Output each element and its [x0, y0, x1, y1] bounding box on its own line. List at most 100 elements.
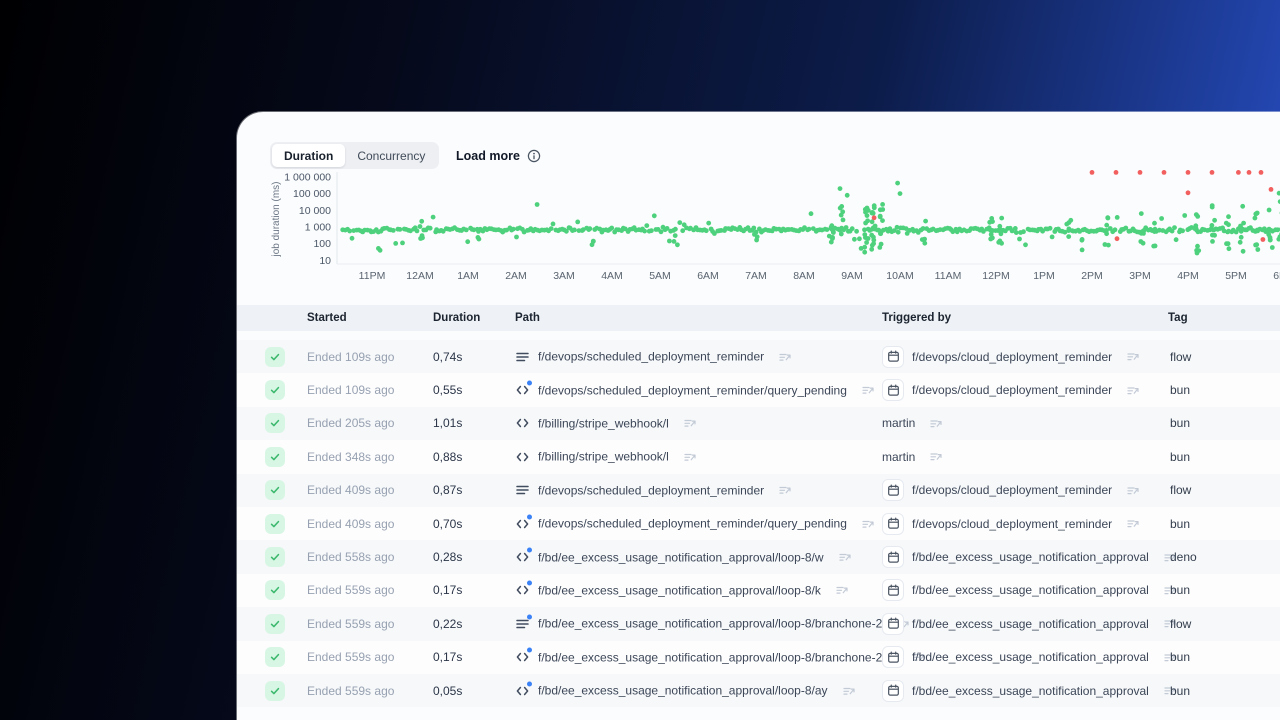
triggered-by-value[interactable]: f/bd/ee_excess_usage_notification_approv… — [912, 616, 1149, 631]
path-link[interactable]: f/bd/ee_excess_usage_notification_approv… — [538, 550, 824, 565]
duration-cell: 0,88s — [433, 449, 463, 464]
success-check-icon — [265, 480, 285, 501]
table-row[interactable]: Ended 205s ago 1,01s f/billing/stripe_webh… — [237, 406, 1280, 441]
table-row[interactable]: Ended 409s ago 0,87s f/devops/scheduled_de… — [237, 473, 1280, 507]
filter-icon[interactable] — [1164, 618, 1176, 629]
draft-dot-icon — [527, 580, 532, 586]
duration-cell: 0,17s — [433, 583, 463, 598]
triggered-by-value[interactable]: f/devops/cloud_deployment_reminder — [912, 483, 1113, 498]
triggered-by-value[interactable]: f/bd/ee_excess_usage_notification_approv… — [912, 683, 1149, 698]
filter-icon[interactable] — [779, 351, 791, 362]
svg-text:1 000: 1 000 — [305, 222, 331, 234]
success-check-icon — [265, 513, 285, 534]
path-link[interactable]: f/devops/scheduled_deployment_reminder/q… — [538, 516, 847, 531]
svg-text:7AM: 7AM — [745, 270, 767, 282]
filter-icon[interactable] — [684, 418, 696, 429]
path-link[interactable]: f/bd/ee_excess_usage_notification_approv… — [538, 616, 883, 631]
filter-icon[interactable] — [842, 685, 855, 696]
duration-scatter-chart[interactable]: 1 000 000 100 000 10 000 1 000 100 10 11PM 12AM… — [267, 162, 1280, 302]
svg-text:2AM: 2AM — [505, 270, 527, 282]
info-icon[interactable] — [527, 149, 541, 163]
filter-icon[interactable] — [862, 385, 874, 396]
load-more-button[interactable]: Load more — [456, 142, 541, 169]
triggered-by-value[interactable]: f/bd/ee_excess_usage_notification_approv… — [912, 650, 1149, 665]
started-cell: Ended 109s ago — [307, 349, 395, 364]
path-link[interactable]: f/billing/stripe_webhook/l — [538, 449, 669, 464]
triggered-by-value[interactable]: f/devops/cloud_deployment_reminder — [912, 349, 1113, 364]
col-triggered-by[interactable]: Triggered by — [882, 312, 952, 324]
col-started[interactable]: Started — [307, 312, 347, 324]
svg-text:11AM: 11AM — [935, 270, 962, 282]
table-row[interactable]: Ended 559s ago 0,22s f/bd/ee_excess_usage_… — [237, 607, 1280, 641]
duration-cell: 0,55s — [433, 383, 463, 398]
triggered-by-value[interactable]: martin — [882, 449, 916, 464]
path-link[interactable]: f/devops/scheduled_deployment_reminder/q… — [538, 383, 847, 398]
svg-text:6AM: 6AM — [697, 270, 719, 282]
table-row[interactable]: Ended 348s ago 0,88s f/billing/stripe_webh… — [237, 440, 1280, 474]
draft-dot-icon — [527, 614, 532, 620]
path-link[interactable]: f/bd/ee_excess_usage_notification_approv… — [538, 683, 828, 698]
started-cell: Ended 409s ago — [307, 516, 395, 531]
col-duration[interactable]: Duration — [433, 312, 481, 324]
filter-icon[interactable] — [1127, 351, 1139, 362]
filter-icon[interactable] — [930, 418, 942, 429]
svg-text:11PM: 11PM — [359, 270, 386, 282]
svg-text:5PM: 5PM — [1225, 270, 1247, 282]
schedule-calendar-icon — [882, 646, 904, 669]
duration-cell: 1,01s — [433, 416, 463, 431]
duration-cell: 0,74s — [433, 349, 463, 364]
filter-icon[interactable] — [1164, 652, 1176, 663]
table-row[interactable]: Ended 559s ago 0,05s f/bd/ee_excess_usage_… — [237, 673, 1280, 708]
chart-mode-tabs: Duration Concurrency — [270, 142, 440, 169]
triggered-by-value[interactable]: f/devops/cloud_deployment_reminder — [912, 383, 1113, 398]
duration-cell: 0,28s — [433, 550, 463, 565]
table-row[interactable]: Ended 109s ago 0,55s f/devops/scheduled_de… — [237, 373, 1280, 407]
schedule-calendar-icon — [882, 479, 904, 502]
filter-icon[interactable] — [779, 485, 791, 496]
success-check-icon — [265, 380, 285, 401]
tag-cell: bun — [1170, 683, 1191, 698]
path-link[interactable]: f/devops/scheduled_deployment_reminder — [538, 349, 765, 364]
path-link[interactable]: f/billing/stripe_webhook/l — [538, 416, 669, 431]
filter-icon[interactable] — [838, 552, 851, 563]
success-check-icon — [265, 446, 285, 467]
col-tag[interactable]: Tag — [1168, 312, 1188, 324]
triggered-by-value[interactable]: martin — [882, 416, 916, 431]
filter-icon[interactable] — [1164, 685, 1176, 696]
col-path[interactable]: Path — [515, 312, 540, 324]
tag-cell: flow — [1170, 616, 1192, 631]
tab-duration[interactable]: Duration — [272, 144, 346, 167]
svg-text:10: 10 — [319, 255, 331, 267]
schedule-calendar-icon — [882, 679, 904, 702]
filter-icon[interactable] — [913, 652, 925, 663]
path-link[interactable]: f/devops/scheduled_deployment_reminder — [538, 483, 765, 498]
table-row[interactable]: Ended 558s ago 0,28s f/bd/ee_excess_usage_… — [237, 540, 1280, 574]
tag-cell: flow — [1170, 349, 1192, 364]
filter-icon[interactable] — [1127, 485, 1139, 496]
tab-concurrency[interactable]: Concurrency — [357, 148, 426, 163]
triggered-by-value[interactable]: f/devops/cloud_deployment_reminder — [912, 516, 1113, 531]
svg-text:3AM: 3AM — [553, 270, 575, 282]
filter-icon[interactable] — [1164, 585, 1176, 596]
table-row[interactable]: Ended 559s ago 0,17s f/bd/ee_excess_usage_… — [237, 573, 1280, 608]
filter-icon[interactable] — [684, 451, 696, 462]
filter-icon[interactable] — [930, 451, 942, 462]
triggered-by-value[interactable]: f/bd/ee_excess_usage_notification_approv… — [912, 583, 1149, 598]
table-row[interactable]: Ended 409s ago 0,70s f/devops/scheduled_de… — [237, 506, 1280, 541]
filter-icon[interactable] — [836, 585, 848, 596]
triggered-by-value[interactable]: f/bd/ee_excess_usage_notification_approv… — [912, 550, 1149, 565]
table-row[interactable]: Ended 559s ago 0,17s f/bd/ee_excess_usage_… — [237, 640, 1280, 674]
tag-cell: flow — [1170, 483, 1192, 498]
code-icon — [515, 647, 532, 665]
filter-icon[interactable] — [1127, 385, 1139, 396]
path-link[interactable]: f/bd/ee_excess_usage_notification_approv… — [538, 650, 899, 665]
filter-icon[interactable] — [862, 518, 874, 529]
filter-icon[interactable] — [1127, 518, 1139, 529]
path-link[interactable]: f/bd/ee_excess_usage_notification_approv… — [538, 583, 821, 598]
filter-icon[interactable] — [1164, 552, 1176, 563]
svg-text:12AM: 12AM — [406, 270, 433, 282]
tag-cell: bun — [1170, 416, 1191, 431]
schedule-calendar-icon — [882, 579, 904, 602]
tag-cell: deno — [1170, 550, 1197, 565]
table-row[interactable]: Ended 109s ago 0,74s f/devops/scheduled_de… — [237, 340, 1280, 374]
